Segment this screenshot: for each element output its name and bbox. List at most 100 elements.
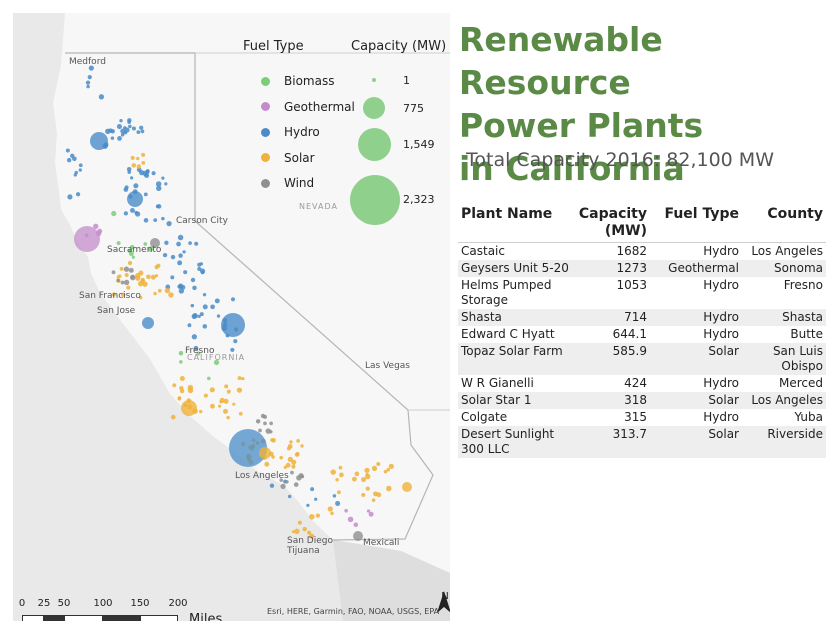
hydro-plant-marker[interactable] — [177, 284, 182, 289]
hydro-plant-marker[interactable] — [130, 207, 135, 213]
solar-plant-marker[interactable] — [309, 533, 315, 539]
hydro-plant-marker[interactable] — [182, 250, 186, 254]
hydro-plant-marker[interactable] — [130, 176, 134, 180]
wind-plant-marker[interactable] — [269, 421, 273, 426]
solar-plant-marker[interactable] — [352, 476, 357, 482]
hydro-plant-marker[interactable] — [233, 339, 238, 344]
hydro-plant-marker[interactable] — [170, 275, 175, 280]
hydro-plant-marker[interactable] — [178, 253, 183, 258]
hydro-plant-marker[interactable] — [66, 157, 72, 163]
wind-plant-marker[interactable] — [123, 266, 130, 272]
biomass-plant-marker[interactable] — [111, 210, 117, 217]
hydro-plant-marker[interactable] — [161, 176, 165, 180]
solar-plant-marker[interactable] — [365, 472, 369, 477]
solar-plant-marker[interactable] — [402, 482, 412, 492]
solar-plant-marker[interactable] — [364, 467, 370, 473]
hydro-plant-marker[interactable] — [335, 500, 341, 506]
hydro-plant-marker[interactable] — [119, 119, 123, 123]
solar-plant-marker[interactable] — [136, 156, 140, 161]
solar-plant-marker[interactable] — [297, 520, 302, 525]
solar-plant-marker[interactable] — [124, 272, 129, 278]
hydro-plant-marker[interactable] — [210, 304, 215, 310]
hydro-plant-marker[interactable] — [131, 126, 136, 131]
solar-plant-marker[interactable] — [131, 163, 137, 168]
hydro-plant-marker[interactable] — [197, 266, 202, 272]
hydro-plant-marker[interactable] — [221, 313, 245, 337]
wind-plant-marker[interactable] — [111, 270, 116, 275]
solar-plant-marker[interactable] — [264, 461, 270, 467]
wind-plant-marker[interactable] — [128, 267, 134, 273]
solar-plant-marker[interactable] — [119, 266, 124, 271]
solar-plant-marker[interactable] — [177, 396, 182, 400]
solar-plant-marker[interactable] — [296, 439, 300, 443]
hydro-plant-marker[interactable] — [110, 136, 115, 140]
solar-plant-marker[interactable] — [309, 514, 315, 520]
biomass-plant-marker[interactable] — [129, 244, 135, 250]
solar-plant-marker[interactable] — [217, 404, 222, 408]
hydro-plant-marker[interactable] — [178, 288, 184, 294]
solar-plant-marker[interactable] — [226, 415, 230, 420]
solar-plant-marker[interactable] — [140, 278, 146, 283]
solar-plant-marker[interactable] — [383, 469, 388, 474]
hydro-plant-marker[interactable] — [123, 211, 129, 216]
wind-plant-marker[interactable] — [293, 482, 299, 487]
hydro-plant-marker[interactable] — [108, 128, 113, 133]
hydro-plant-marker[interactable] — [85, 80, 91, 85]
hydro-plant-marker[interactable] — [124, 127, 130, 133]
solar-plant-marker[interactable] — [294, 528, 300, 535]
geothermal-plant-marker[interactable] — [74, 226, 100, 252]
hydro-plant-marker[interactable] — [143, 192, 148, 197]
hydro-plant-marker[interactable] — [86, 84, 90, 89]
solar-plant-marker[interactable] — [181, 400, 197, 416]
solar-plant-marker[interactable] — [199, 409, 203, 414]
geothermal-plant-marker[interactable] — [344, 508, 348, 513]
hydro-plant-marker[interactable] — [78, 163, 83, 168]
hydro-plant-marker[interactable] — [127, 191, 143, 207]
solar-plant-marker[interactable] — [223, 408, 229, 414]
hydro-plant-marker[interactable] — [116, 123, 122, 130]
wind-plant-marker[interactable] — [263, 421, 267, 426]
biomass-plant-marker[interactable] — [213, 359, 220, 366]
solar-plant-marker[interactable] — [338, 465, 343, 470]
solar-plant-marker[interactable] — [302, 526, 307, 532]
hydro-plant-marker[interactable] — [123, 187, 129, 192]
solar-plant-marker[interactable] — [259, 447, 271, 459]
solar-plant-marker[interactable] — [371, 498, 376, 502]
solar-plant-marker[interactable] — [219, 400, 223, 404]
solar-plant-marker[interactable] — [287, 456, 293, 463]
hydro-plant-marker[interactable] — [153, 218, 158, 223]
solar-plant-marker[interactable] — [153, 291, 157, 296]
solar-plant-marker[interactable] — [388, 463, 394, 469]
solar-plant-marker[interactable] — [270, 438, 274, 442]
hydro-plant-marker[interactable] — [190, 277, 196, 283]
hydro-plant-marker[interactable] — [229, 429, 267, 467]
hydro-plant-marker[interactable] — [88, 65, 94, 71]
hydro-plant-marker[interactable] — [145, 169, 150, 174]
hydro-plant-marker[interactable] — [199, 262, 204, 266]
hydro-plant-marker[interactable] — [67, 194, 73, 200]
hydro-plant-marker[interactable] — [120, 128, 126, 134]
wind-plant-marker[interactable] — [255, 419, 261, 424]
solar-plant-marker[interactable] — [291, 530, 296, 534]
solar-plant-marker[interactable] — [335, 478, 339, 482]
biomass-plant-marker[interactable] — [131, 255, 135, 259]
hydro-plant-marker[interactable] — [187, 323, 192, 328]
hydro-plant-marker[interactable] — [197, 314, 201, 319]
solar-plant-marker[interactable] — [291, 459, 297, 465]
solar-plant-marker[interactable] — [146, 274, 151, 280]
wind-plant-marker[interactable] — [290, 470, 294, 475]
hydro-plant-marker[interactable] — [133, 183, 139, 189]
solar-plant-marker[interactable] — [138, 295, 143, 300]
biomass-plant-marker[interactable] — [147, 246, 154, 252]
hydro-plant-marker[interactable] — [332, 494, 337, 498]
solar-plant-marker[interactable] — [330, 511, 334, 516]
solar-plant-marker[interactable] — [238, 411, 243, 416]
solar-plant-marker[interactable] — [361, 476, 367, 483]
hydro-plant-marker[interactable] — [143, 218, 149, 223]
solar-plant-marker[interactable] — [300, 444, 304, 448]
solar-plant-marker[interactable] — [386, 467, 391, 472]
hydro-plant-marker[interactable] — [191, 334, 197, 340]
wind-plant-marker[interactable] — [279, 478, 283, 482]
biomass-plant-marker[interactable] — [128, 251, 134, 257]
hydro-plant-marker[interactable] — [98, 94, 105, 100]
